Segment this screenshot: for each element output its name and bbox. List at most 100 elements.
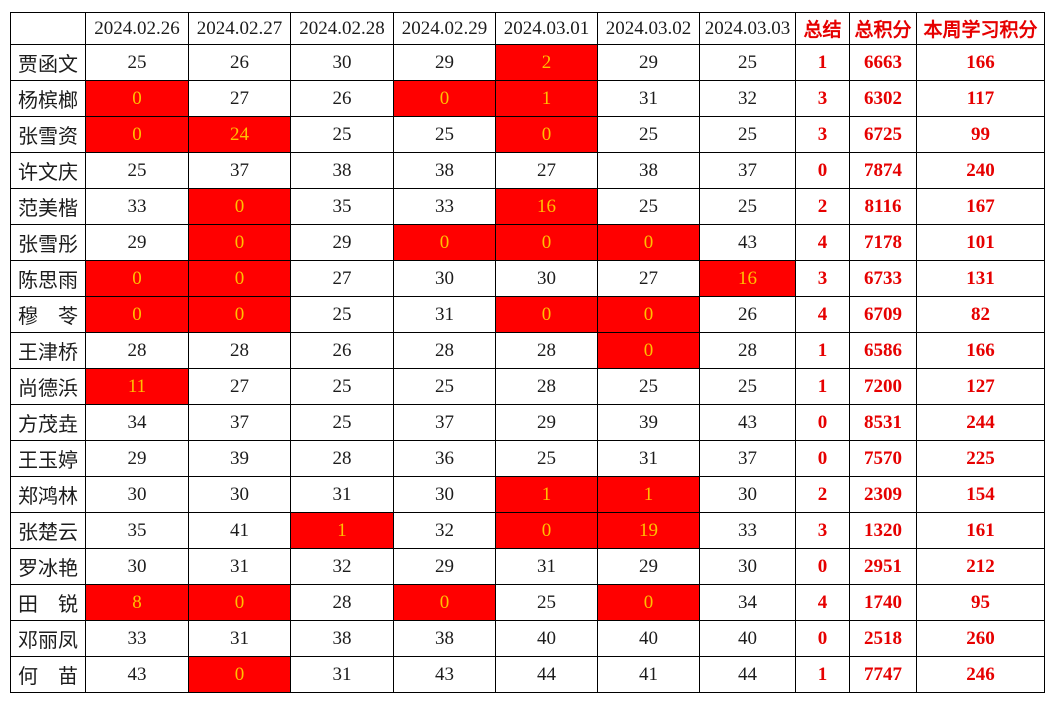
score-cell: 29 — [85, 440, 189, 477]
summary-cell: 0 — [795, 620, 850, 657]
score-cell: 27 — [290, 260, 394, 297]
score-cell: 38 — [290, 152, 394, 189]
score-cell: 35 — [85, 512, 189, 549]
table-row: 贾函文 25 26 30 29 2 29 25 1 6663 166 — [10, 44, 1045, 81]
table-row: 张雪资 0 24 25 25 0 25 25 3 6725 99 — [10, 116, 1045, 153]
student-name: 范美楷 — [10, 188, 86, 225]
score-cell-highlighted: 1 — [597, 476, 700, 513]
score-cell: 31 — [597, 440, 700, 477]
score-cell: 33 — [393, 188, 496, 225]
score-cell: 32 — [699, 80, 796, 117]
table-header: 2024.02.26 2024.02.27 2024.02.28 2024.02.29… — [10, 12, 1045, 45]
score-cell: 37 — [699, 152, 796, 189]
score-cell: 28 — [290, 440, 394, 477]
summary-cell: 0 — [795, 440, 850, 477]
score-cell: 27 — [188, 368, 291, 405]
score-cell: 25 — [699, 116, 796, 153]
score-cell: 25 — [495, 584, 598, 621]
score-cell: 33 — [85, 188, 189, 225]
score-cell: 31 — [188, 548, 291, 585]
summary-cell: 3 — [795, 80, 850, 117]
score-cell-highlighted: 24 — [188, 116, 291, 153]
summary-cell: 2 — [795, 476, 850, 513]
table-row: 穆 苓 0 0 25 31 0 0 26 4 6709 82 — [10, 296, 1045, 333]
score-cell: 25 — [85, 44, 189, 81]
table-row: 田 锐 8 0 28 0 25 0 34 4 1740 95 — [10, 584, 1045, 621]
score-cell: 31 — [393, 296, 496, 333]
date-header: 2024.03.02 — [597, 12, 700, 45]
score-cell: 29 — [597, 548, 700, 585]
score-cell: 30 — [393, 260, 496, 297]
date-header: 2024.02.28 — [290, 12, 394, 45]
score-cell: 28 — [699, 332, 796, 369]
score-cell: 29 — [393, 548, 496, 585]
week-cell: 260 — [916, 620, 1045, 657]
table-row: 何 苗 43 0 31 43 44 41 44 1 7747 246 — [10, 656, 1045, 693]
score-cell: 30 — [290, 44, 394, 81]
score-cell-highlighted: 2 — [495, 44, 598, 81]
table-body: 贾函文 25 26 30 29 2 29 25 1 6663 166 杨槟榔 0 27 26 0 1 31 32 3 6… — [10, 44, 1045, 693]
score-cell: 31 — [188, 620, 291, 657]
score-cell: 37 — [188, 404, 291, 441]
student-name: 张楚云 — [10, 512, 86, 549]
score-cell: 37 — [393, 404, 496, 441]
score-cell: 30 — [85, 476, 189, 513]
summary-cell: 3 — [795, 116, 850, 153]
student-name: 张雪资 — [10, 116, 86, 153]
score-cell: 30 — [699, 548, 796, 585]
score-cell: 25 — [699, 368, 796, 405]
score-cell: 40 — [597, 620, 700, 657]
total-cell: 2951 — [849, 548, 917, 585]
date-header: 2024.03.03 — [699, 12, 796, 45]
score-cell-highlighted: 16 — [699, 260, 796, 297]
score-table: 2024.02.26 2024.02.27 2024.02.28 2024.02.29… — [10, 12, 1045, 693]
score-cell: 29 — [85, 224, 189, 261]
week-cell: 82 — [916, 296, 1045, 333]
summary-cell: 4 — [795, 584, 850, 621]
score-cell: 38 — [290, 620, 394, 657]
student-name: 邓丽凤 — [10, 620, 86, 657]
score-cell: 27 — [188, 80, 291, 117]
date-header: 2024.02.29 — [393, 12, 496, 45]
score-cell: 34 — [699, 584, 796, 621]
total-cell: 6725 — [849, 116, 917, 153]
student-name: 王玉婷 — [10, 440, 86, 477]
score-cell: 26 — [290, 80, 394, 117]
score-cell: 30 — [495, 260, 598, 297]
score-cell: 28 — [495, 368, 598, 405]
score-cell-highlighted: 8 — [85, 584, 189, 621]
week-cell: 117 — [916, 80, 1045, 117]
student-name: 王津桥 — [10, 332, 86, 369]
score-cell: 25 — [597, 116, 700, 153]
total-cell: 2518 — [849, 620, 917, 657]
summary-cell: 3 — [795, 512, 850, 549]
score-cell: 26 — [290, 332, 394, 369]
score-cell: 25 — [393, 116, 496, 153]
week-cell: 161 — [916, 512, 1045, 549]
score-cell: 34 — [85, 404, 189, 441]
score-cell-highlighted: 0 — [188, 260, 291, 297]
summary-cell: 0 — [795, 548, 850, 585]
week-cell: 212 — [916, 548, 1045, 585]
score-cell: 25 — [495, 440, 598, 477]
score-cell: 31 — [597, 80, 700, 117]
score-cell: 30 — [85, 548, 189, 585]
score-cell: 27 — [597, 260, 700, 297]
score-cell: 43 — [699, 224, 796, 261]
score-cell: 28 — [393, 332, 496, 369]
score-cell: 29 — [393, 44, 496, 81]
total-cell: 6586 — [849, 332, 917, 369]
student-name: 尚德浜 — [10, 368, 86, 405]
score-cell: 25 — [597, 368, 700, 405]
week-cell: 246 — [916, 656, 1045, 693]
corner-cell — [10, 12, 86, 45]
score-cell: 26 — [699, 296, 796, 333]
score-cell: 33 — [85, 620, 189, 657]
score-cell: 25 — [290, 116, 394, 153]
summary-cell: 4 — [795, 296, 850, 333]
summary-cell: 4 — [795, 224, 850, 261]
page: 2024.02.26 2024.02.27 2024.02.28 2024.02.29… — [10, 12, 1045, 693]
score-cell: 43 — [699, 404, 796, 441]
score-cell: 25 — [290, 368, 394, 405]
total-cell: 1320 — [849, 512, 917, 549]
